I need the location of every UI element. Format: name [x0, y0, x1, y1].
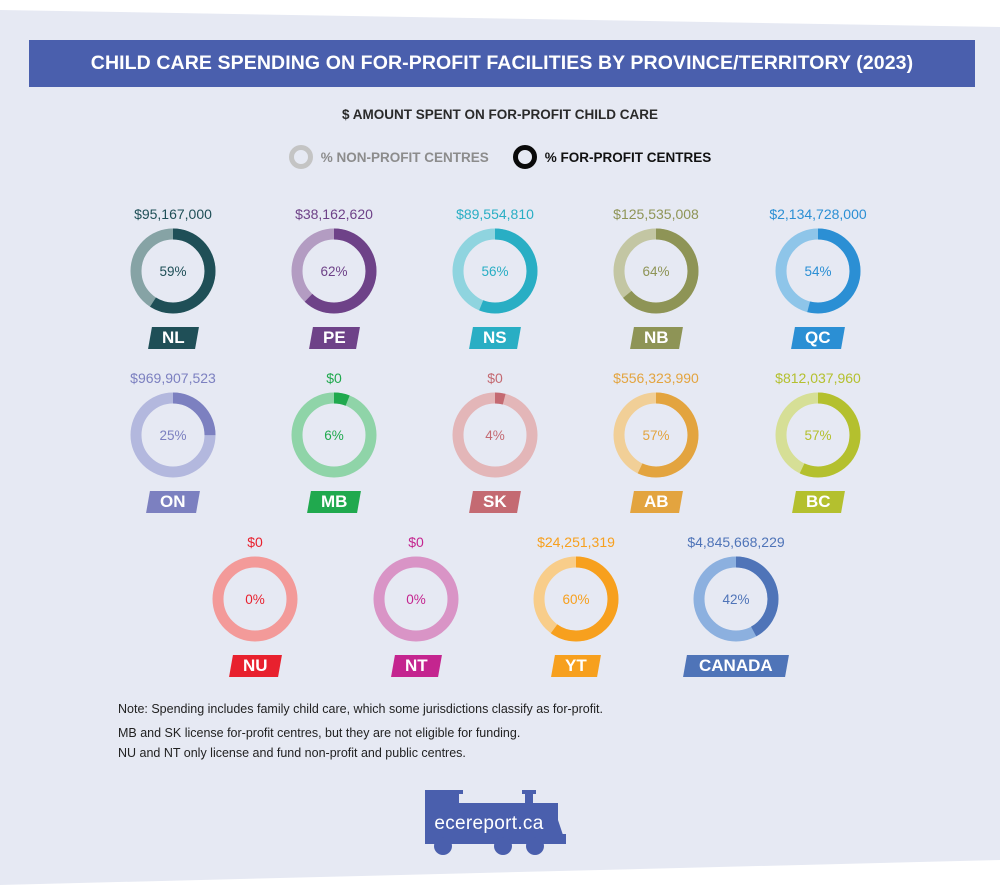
percent-label-ab: 57% [642, 427, 670, 443]
amount-label-nb: $125,535,008 [613, 206, 699, 222]
percent-label-sk: 4% [485, 427, 505, 443]
region-badge-nt: NT [390, 655, 442, 677]
donut-chart-ns [451, 227, 539, 315]
donut-chart-nt [372, 555, 460, 643]
donut-chart-bc [774, 391, 862, 479]
donut-chart-canada [692, 555, 780, 643]
legend-item-for-profit: % FOR-PROFIT CENTRES [512, 145, 712, 169]
region-card-nb: $125,535,008 64% NB [576, 206, 736, 366]
amount-label-nl: $95,167,000 [134, 206, 212, 222]
percent-label-yt: 60% [562, 591, 590, 607]
amount-label-mb: $0 [326, 370, 342, 386]
percent-label-nl: 59% [159, 263, 187, 279]
donut-chart-on [129, 391, 217, 479]
percent-label-mb: 6% [324, 427, 344, 443]
ring-legend-icon-for-profit [512, 145, 537, 169]
percent-label-nu: 0% [245, 591, 265, 607]
legend-item-non-profit: % NON-PROFIT CENTRES [288, 145, 503, 169]
donut-chart-yt [532, 555, 620, 643]
train-logo-icon [425, 790, 566, 855]
percent-label-pe: 62% [320, 263, 348, 279]
region-card-nl: $95,167,000 59% NL [93, 206, 253, 366]
page-title: CHILD CARE SPENDING ON FOR-PROFIT FACILI… [90, 52, 914, 74]
region-card-yt: $24,251,319 60% YT [496, 534, 656, 694]
amount-label-qc: $2,134,728,000 [769, 206, 867, 222]
legend-label-for-profit: % FOR-PROFIT CENTRES [544, 149, 712, 165]
ring-legend-icon-non-profit [288, 145, 313, 169]
region-badge-canada: CANADA [683, 655, 789, 677]
amount-label-nt: $0 [408, 534, 424, 550]
amount-label-ab: $556,323,990 [613, 370, 699, 386]
page-title-banner: CHILD CARE SPENDING ON FOR-PROFIT FACILI… [29, 40, 975, 87]
percent-label-ns: 56% [481, 263, 509, 279]
footnote-3: NU and NT only license and fund non-prof… [118, 746, 466, 760]
amount-label-sk: $0 [487, 370, 503, 386]
region-badge-ab: AB [629, 491, 683, 513]
chart-subtitle: $ AMOUNT SPENT ON FOR-PROFIT CHILD CARE [342, 107, 658, 122]
region-badge-nu: NU [228, 655, 282, 677]
footnotes: Note: Spending includes family child car… [118, 702, 603, 761]
percent-label-nt: 0% [406, 591, 426, 607]
region-badge-nb: NB [629, 327, 683, 349]
donut-chart-qc [774, 227, 862, 315]
region-card-nu: $0 0% NU [175, 534, 335, 694]
amount-label-yt: $24,251,319 [537, 534, 615, 550]
region-badge-pe: PE [308, 327, 360, 349]
donut-chart-mb [290, 391, 378, 479]
amount-label-pe: $38,162,620 [295, 206, 373, 222]
region-badge-on: ON [146, 491, 200, 513]
footnote-2: MB and SK license for-profit centres, bu… [118, 726, 521, 740]
region-card-ns: $89,554,810 56% NS [415, 206, 575, 366]
region-badge-qc: QC [791, 327, 845, 349]
region-card-bc: $812,037,960 57% BC [738, 370, 898, 530]
region-card-on: $969,907,523 25% ON [93, 370, 253, 530]
footnote-1: Note: Spending includes family child car… [118, 702, 603, 716]
donut-chart-pe [290, 227, 378, 315]
percent-label-nb: 64% [642, 263, 670, 279]
region-badge-bc: BC [791, 491, 845, 513]
percent-label-qc: 54% [804, 263, 832, 279]
region-card-nt: $0 0% NT [336, 534, 496, 694]
amount-label-on: $969,907,523 [130, 370, 216, 386]
amount-label-canada: $4,845,668,229 [687, 534, 785, 550]
legend-label-non-profit: % NON-PROFIT CENTRES [320, 149, 489, 165]
percent-label-canada: 42% [722, 591, 750, 607]
chart-legend: % NON-PROFIT CENTRES % FOR-PROFIT CENTRE… [0, 140, 1000, 174]
amount-label-nu: $0 [247, 534, 263, 550]
donut-chart-sk [451, 391, 539, 479]
region-card-sk: $0 4% SK [415, 370, 575, 530]
donut-chart-nl [129, 227, 217, 315]
region-badge-nl: NL [147, 327, 199, 349]
amount-label-bc: $812,037,960 [775, 370, 861, 386]
region-card-mb: $0 6% MB [254, 370, 414, 530]
percent-label-bc: 57% [804, 427, 832, 443]
region-card-canada: $4,845,668,229 42% CANADA [656, 534, 816, 694]
region-badge-sk: SK [469, 491, 521, 513]
donut-chart-ab [612, 391, 700, 479]
region-card-qc: $2,134,728,000 54% QC [738, 206, 898, 366]
region-card-ab: $556,323,990 57% AB [576, 370, 736, 530]
donut-chart-nu [211, 555, 299, 643]
region-badge-yt: YT [551, 655, 601, 677]
donut-chart-nb [612, 227, 700, 315]
region-badge-mb: MB [306, 491, 362, 513]
percent-label-on: 25% [159, 427, 187, 443]
region-badge-ns: NS [469, 327, 521, 349]
region-card-pe: $38,162,620 62% PE [254, 206, 414, 366]
logo-text: ecereport.ca [434, 813, 544, 834]
amount-label-ns: $89,554,810 [456, 206, 534, 222]
